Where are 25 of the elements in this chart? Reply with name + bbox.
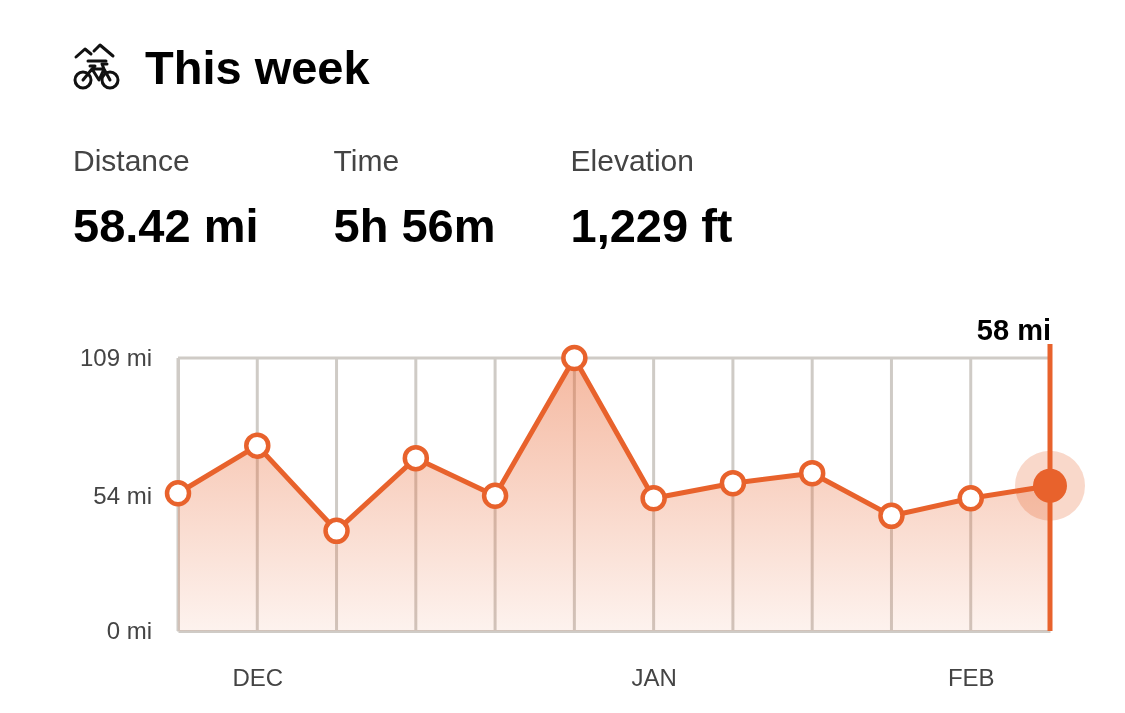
text: Time bbox=[333, 144, 400, 177]
point bbox=[481, 482, 509, 509]
x-tick-label: DEC bbox=[232, 664, 284, 692]
point bbox=[957, 485, 984, 512]
x-tick-label: JAN bbox=[631, 664, 677, 692]
text: Elevation bbox=[570, 144, 694, 177]
x-tick-label: FEB bbox=[947, 664, 995, 692]
point bbox=[561, 344, 588, 372]
text: Distance bbox=[73, 144, 190, 177]
point bbox=[402, 444, 430, 472]
point bbox=[798, 459, 826, 487]
y-tick-label: 109 mi bbox=[79, 344, 152, 372]
point bbox=[244, 432, 271, 459]
point bbox=[323, 517, 350, 545]
y-tick-label: 54 mi bbox=[93, 481, 152, 509]
point bbox=[164, 480, 192, 507]
text: 58.42 mi bbox=[73, 199, 259, 252]
text: 1,229 ft bbox=[570, 199, 733, 252]
y-tick-label: 0 mi bbox=[106, 617, 152, 645]
point bbox=[878, 502, 905, 530]
point bbox=[640, 485, 667, 512]
text: 58 mi bbox=[976, 314, 1051, 346]
text: 5h 56m bbox=[333, 199, 496, 252]
point bbox=[719, 469, 747, 497]
chart-title: This week bbox=[145, 41, 371, 94]
